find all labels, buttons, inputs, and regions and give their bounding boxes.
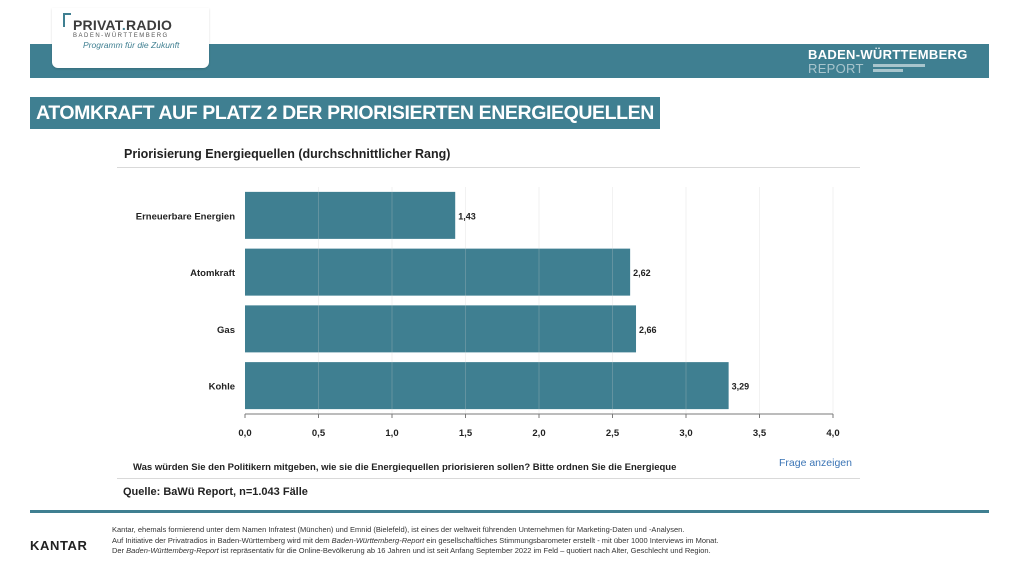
footer-line-1: Kantar, ehemals formierend unter dem Nam… xyxy=(112,525,685,534)
privat-radio-logo: PRIVAT.RADIO BADEN-WÜRTTEMBERG Programm … xyxy=(52,8,209,68)
bar-3 xyxy=(245,305,637,353)
x-tick-label: 0,5 xyxy=(312,428,326,439)
footer-divider xyxy=(30,510,989,513)
logo-dot: . xyxy=(121,17,127,33)
value-label: 2,62 xyxy=(633,268,651,278)
logo-suffix: RADIO xyxy=(126,17,173,33)
logo-wordmark: PRIVAT.RADIO xyxy=(73,17,172,33)
x-tick-label: 1,0 xyxy=(385,428,398,439)
question-text: Was würden Sie den Politikern mitgeben, … xyxy=(133,462,677,473)
x-tick-label: 2,0 xyxy=(532,428,545,439)
bar-2 xyxy=(245,248,631,296)
category-label: Gas xyxy=(217,325,235,336)
report-logo-bar-icon xyxy=(873,69,903,72)
value-label: 1,43 xyxy=(458,211,476,221)
report-logo-line2: REPORT xyxy=(808,61,864,76)
category-label: Kohle xyxy=(209,382,235,393)
x-tick-label: 3,5 xyxy=(753,428,767,439)
logo-bracket-icon xyxy=(63,13,71,27)
source-divider xyxy=(117,478,860,479)
chart-title: Priorisierung Energiequellen (durchschni… xyxy=(124,147,451,161)
report-logo-bar-icon xyxy=(873,64,925,67)
footer-text: Kantar, ehemals formierend unter dem Nam… xyxy=(112,525,719,557)
value-label: 2,66 xyxy=(639,325,657,335)
x-tick-label: 2,5 xyxy=(606,428,620,439)
page-title: ATOMKRAFT AUF PLATZ 2 DER PRIORISIERTEN … xyxy=(30,97,660,129)
bar-1 xyxy=(245,191,456,239)
x-tick-label: 3,0 xyxy=(679,428,692,439)
report-logo-line1: BADEN-WÜRTTEMBERG xyxy=(808,47,968,62)
logo-region: BADEN-WÜRTTEMBERG xyxy=(73,33,169,39)
bar-4 xyxy=(245,362,729,410)
x-tick-label: 0,0 xyxy=(238,428,251,439)
chart-divider xyxy=(117,167,860,168)
source-text: Quelle: BaWü Report, n=1.043 Fälle xyxy=(123,486,308,498)
footer-line-2: Auf Initiative der Privatradios in Baden… xyxy=(112,535,719,545)
logo-name: PRIVAT xyxy=(73,17,122,33)
category-label: Atomkraft xyxy=(190,268,236,279)
kantar-logo: KANTAR xyxy=(30,538,88,553)
footer-line-3: Der Baden-Württemberg-Report ist repräse… xyxy=(112,546,711,555)
logo-tagline: Programm für die Zukunft xyxy=(83,40,180,50)
x-tick-label: 4,0 xyxy=(826,428,839,439)
category-label: Erneuerbare Energien xyxy=(136,211,235,222)
show-question-link[interactable]: Frage anzeigen xyxy=(779,457,852,469)
x-tick-label: 1,5 xyxy=(459,428,473,439)
value-label: 3,29 xyxy=(732,382,750,392)
